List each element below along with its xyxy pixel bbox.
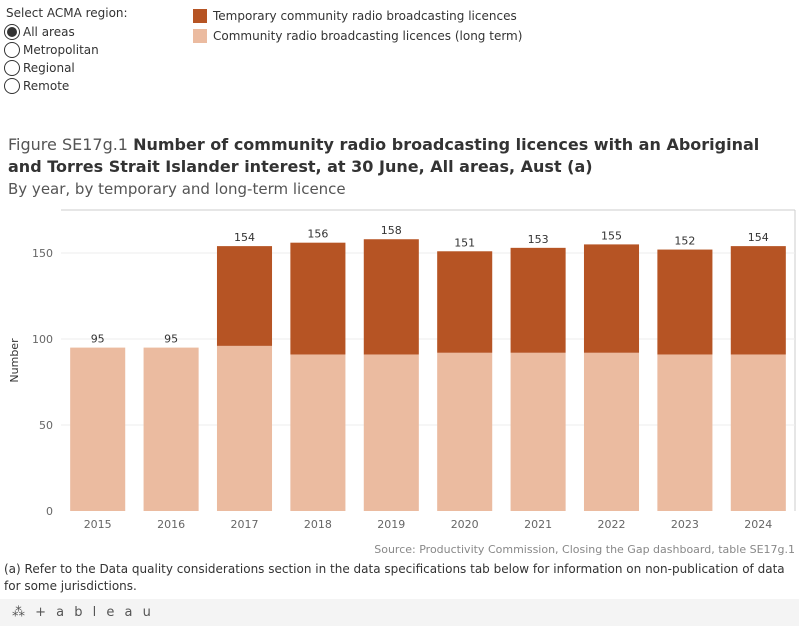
bar-long-term [730, 354, 786, 511]
figure-main-title: Number of community radio broadcasting l… [8, 135, 760, 176]
tableau-footer [0, 599, 799, 626]
bar-total-label: 95 [91, 333, 105, 346]
radio-selected-icon[interactable] [4, 24, 20, 40]
bar-temporary [510, 247, 566, 353]
y-tick-label: 0 [46, 505, 53, 518]
stacked-bar-chart: 0 50 100 150 Number 95 2015 95 2016 154 2017 156 201… [8, 209, 796, 531]
bar-long-term [216, 345, 273, 511]
bar-total-label: 153 [528, 233, 549, 246]
bar-total-label: 154 [234, 231, 255, 244]
x-tick-label: 2016 [157, 518, 185, 531]
y-tick-label: 50 [39, 419, 53, 432]
tableau-logo[interactable]: ⁂ + a b l e a u [12, 605, 154, 620]
x-tick-label: 2022 [598, 518, 626, 531]
bar-total-label: 151 [454, 236, 475, 249]
bar-temporary [657, 249, 713, 355]
source-text: Source: Productivity Commission, Closing… [374, 543, 795, 556]
bar-long-term [657, 354, 713, 511]
radio-unselected-icon[interactable] [4, 78, 20, 94]
footnote: (a) Refer to the Data quality considerat… [4, 562, 785, 593]
bar-temporary [583, 244, 640, 353]
bar-total-label: 155 [601, 229, 622, 242]
figure-subtitle: By year, by temporary and long-term lice… [8, 180, 346, 198]
x-tick-label: 2019 [377, 518, 405, 531]
legend: Temporary community radio broadcasting l… [193, 6, 522, 46]
legend-swatch-long-term [193, 29, 207, 43]
figure-title: Figure SE17g.1 Number of community radio… [8, 134, 793, 178]
y-tick-label: 100 [32, 333, 53, 346]
radio-metropolitan[interactable]: Metropolitan [4, 41, 128, 59]
x-tick-label: 2023 [671, 518, 699, 531]
bar-total-label: 154 [748, 231, 769, 244]
radio-unselected-icon[interactable] [4, 60, 20, 76]
radio-label: Remote [23, 79, 70, 93]
radio-regional[interactable]: Regional [4, 59, 128, 77]
legend-item-long-term[interactable]: Community radio broadcasting licences (l… [193, 26, 522, 46]
radio-label: All areas [23, 25, 75, 39]
bar-long-term [70, 347, 126, 511]
bar-temporary [216, 246, 273, 346]
bar-long-term [583, 352, 640, 511]
bar-temporary [290, 242, 346, 355]
radio-remote[interactable]: Remote [4, 77, 128, 95]
bar-temporary [437, 251, 493, 353]
x-tick-label: 2021 [524, 518, 552, 531]
radio-unselected-icon[interactable] [4, 42, 20, 58]
filter-title: Select ACMA region: [6, 6, 128, 20]
bar-total-label: 158 [381, 224, 402, 237]
y-axis-label: Number [8, 338, 21, 383]
bar-long-term [143, 347, 199, 511]
radio-label: Metropolitan [23, 43, 99, 57]
x-tick-label: 2017 [231, 518, 259, 531]
x-tick-label: 2020 [451, 518, 479, 531]
y-tick-label: 150 [32, 247, 53, 260]
bar-long-term [290, 354, 346, 511]
legend-swatch-temporary [193, 9, 207, 23]
bar-temporary [730, 246, 786, 355]
bar-long-term [510, 352, 566, 511]
bar-total-label: 95 [164, 333, 178, 346]
x-tick-label: 2018 [304, 518, 332, 531]
radio-all-areas[interactable]: All areas [4, 23, 128, 41]
bar-total-label: 156 [307, 228, 328, 241]
figure-number: Figure SE17g.1 [8, 135, 128, 154]
legend-label: Community radio broadcasting licences (l… [213, 29, 523, 43]
bar-long-term [363, 354, 419, 511]
tableau-logo-text: + a b l e a u [35, 605, 154, 620]
x-tick-label: 2024 [744, 518, 772, 531]
radio-label: Regional [23, 61, 75, 75]
bar-total-label: 152 [674, 235, 695, 248]
legend-item-temporary[interactable]: Temporary community radio broadcasting l… [193, 6, 522, 26]
bar-temporary [363, 239, 419, 355]
bar-long-term [437, 352, 493, 511]
tableau-logo-icon: ⁂ [12, 605, 28, 620]
region-filter: Select ACMA region: All areas Metropolit… [4, 6, 128, 95]
legend-label: Temporary community radio broadcasting l… [213, 9, 517, 23]
x-tick-label: 2015 [84, 518, 112, 531]
